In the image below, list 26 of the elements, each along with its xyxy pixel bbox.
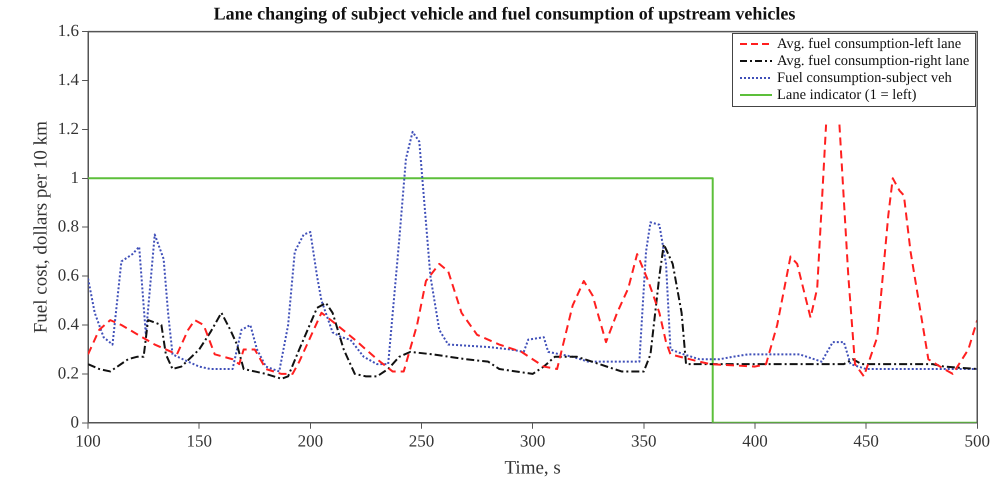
legend-label: Lane indicator (1 = left)	[777, 86, 916, 104]
x-tick-label: 100	[75, 431, 101, 450]
x-tick-label: 250	[408, 431, 434, 450]
y-tick-label: 1.4	[58, 70, 80, 89]
y-tick-label: 0.6	[58, 266, 80, 285]
chart-title: Lane changing of subject vehicle and fuel consumption of upstream vehicles	[214, 3, 796, 24]
y-tick-label: 0.8	[58, 216, 80, 236]
legend-label: Avg. fuel consumption-right lane	[777, 52, 970, 70]
x-tick-label: 350	[631, 431, 657, 450]
legend-label: Fuel consumption-subject veh	[777, 70, 952, 87]
y-tick-label: 0.4	[58, 314, 80, 334]
x-axis-title: Time, s	[504, 458, 561, 479]
x-tick-label: 300	[520, 431, 546, 450]
legend-label: Avg. fuel consumption-left lane	[777, 36, 962, 53]
y-tick-label: 0	[70, 412, 80, 432]
x-tick-label: 450	[853, 431, 879, 450]
x-tick-label: 400	[742, 431, 768, 450]
y-tick-label: 0.2	[58, 363, 80, 382]
y-tick-label: 1	[70, 168, 80, 187]
y-axis-title: Fuel cost, dollars per 10 km	[30, 120, 52, 334]
x-tick-label: 200	[298, 431, 324, 450]
line-series	[88, 243, 978, 380]
x-tick-label: 500	[964, 431, 990, 450]
y-tick-label: 1.6	[58, 21, 80, 40]
x-tick-label: 150	[186, 431, 212, 450]
y-tick-label: 1.2	[58, 118, 80, 138]
